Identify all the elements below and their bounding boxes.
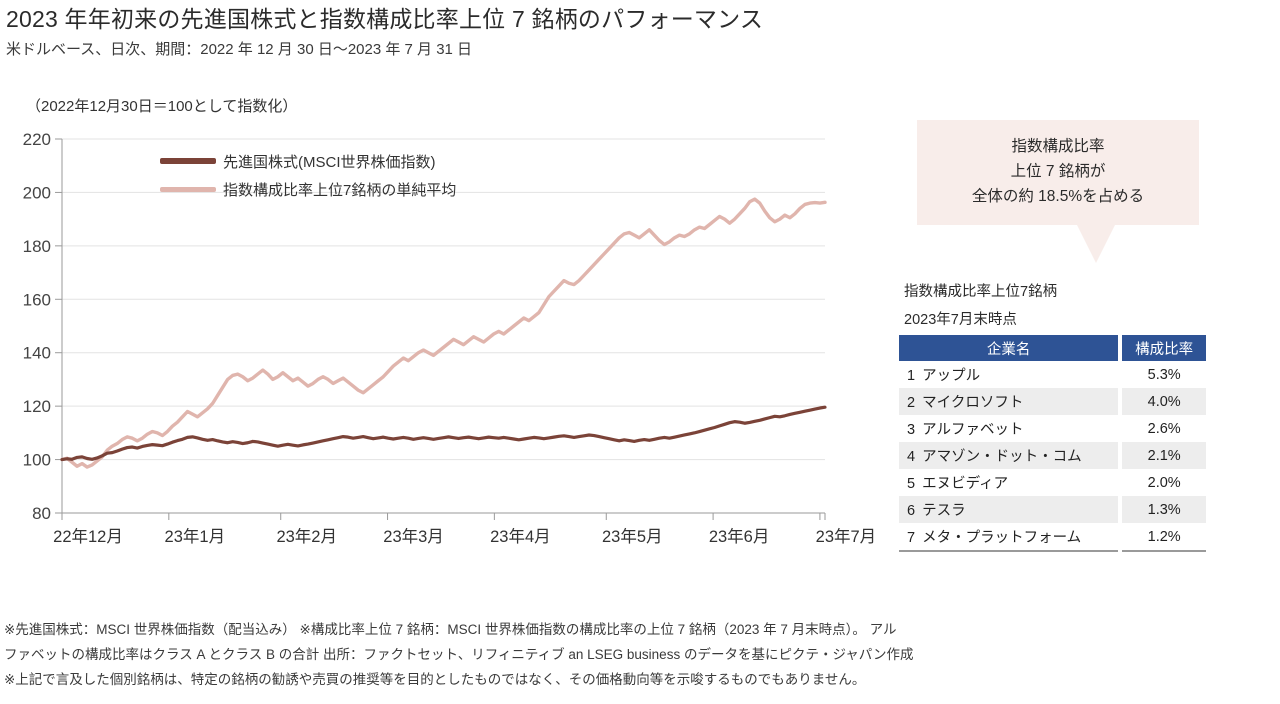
cell-rank: 6 — [907, 503, 916, 519]
svg-text:23年5月: 23年5月 — [602, 527, 663, 546]
cell-weight-pct: 2.1% — [1122, 442, 1206, 469]
table-caption-primary: 指数構成比率上位7銘柄 — [904, 284, 1058, 300]
svg-text:23年7月: 23年7月 — [816, 527, 877, 546]
cell-company-name: 6 テスラ — [899, 496, 1119, 523]
callout-line-2: 上位 7 銘柄が — [1010, 163, 1106, 180]
table-row: 7 メタ・プラットフォーム 1.2% — [899, 523, 1206, 552]
callout-pointer — [1077, 225, 1115, 263]
svg-text:23年6月: 23年6月 — [709, 527, 770, 546]
header: 2023 年年初来の先進国株式と指数構成比率上位 7 銘柄のパフォーマンス 米ド… — [6, 4, 1206, 61]
column-header-weight: 構成比率 — [1122, 335, 1206, 361]
svg-text:23年4月: 23年4月 — [490, 527, 551, 546]
svg-text:23年1月: 23年1月 — [165, 527, 226, 546]
callout-box: 指数構成比率 上位 7 銘柄が 全体の約 18.5%を占める — [917, 120, 1199, 263]
svg-text:180: 180 — [23, 237, 51, 256]
axis-unit-label: （2022年12月30日＝100として指数化） — [26, 98, 298, 115]
cell-weight-pct: 2.6% — [1147, 420, 1181, 437]
legend-item-developed-equities: 先進国株式(MSCI世界株価指数) — [160, 147, 456, 175]
cell-rank: 2 — [907, 395, 916, 411]
cell-company-name: 2 マイクロソフト — [899, 388, 1119, 415]
cell-company-name: 5 エヌビディア — [907, 476, 1009, 492]
callout-line-3: 全体の約 18.5%を占める — [971, 188, 1145, 205]
footnote-line-3: ※上記で言及した個別銘柄は、特定の銘柄の勧誘や売買の推奨等を目的としたものではな… — [4, 672, 866, 687]
cell-weight-pct: 4.0% — [1122, 388, 1206, 415]
legend-label-developed-equities: 先進国株式(MSCI世界株価指数) — [223, 153, 436, 171]
cell-company-name: 4 アマゾン・ドット・コム — [899, 442, 1119, 469]
svg-text:120: 120 — [23, 397, 51, 416]
chart-container: （2022年12月30日＝100として指数化） 80 100 120 140 160 18… — [0, 95, 880, 565]
footnote-line-2: ファベットの構成比率はクラス A とクラス B の合計 出所：ファクトセット、リ… — [4, 647, 914, 662]
svg-text:160: 160 — [23, 290, 51, 309]
svg-text:140: 140 — [23, 344, 51, 363]
cell-rank: 1 — [907, 368, 916, 384]
table-row: 3 アルファベット 2.6% — [899, 415, 1206, 442]
column-header-company: 企業名 — [899, 335, 1119, 361]
legend-label-top7-average: 指数構成比率上位7銘柄の単純平均 — [223, 181, 457, 199]
legend-swatch-top7-average — [160, 186, 216, 192]
svg-text:23年2月: 23年2月 — [276, 527, 337, 546]
table-caption-date: 2023年7月末時点 — [904, 312, 1017, 328]
cell-company-name: 7 メタ・プラットフォーム — [899, 523, 1119, 552]
page-title: 2023 年年初来の先進国株式と指数構成比率上位 7 銘柄のパフォーマンス — [6, 6, 764, 32]
cell-company-name: 1 アップル — [907, 368, 981, 384]
chart-legend: 先進国株式(MSCI世界株価指数) 指数構成比率上位7銘柄の単純平均 — [160, 147, 456, 203]
table-row: 6 テスラ 1.3% — [899, 496, 1206, 523]
svg-text:100: 100 — [23, 451, 51, 470]
svg-text:220: 220 — [23, 130, 51, 149]
cell-weight-pct: 5.3% — [1147, 366, 1181, 383]
table-row: 5 エヌビディア 2.0% — [899, 469, 1206, 496]
cell-rank: 4 — [907, 449, 916, 465]
holdings-table: 企業名 構成比率 1 アップル 5.3% 2 マイクロソフト 4.0% 3 アルファベッ… — [895, 335, 1210, 552]
svg-text:22年12月: 22年12月 — [53, 527, 123, 546]
right-column: 指数構成比率 上位 7 銘柄が 全体の約 18.5%を占める 指数構成比率上位7… — [895, 120, 1210, 552]
table-row: 4 アマゾン・ドット・コム 2.1% — [899, 442, 1206, 469]
table-row: 2 マイクロソフト 4.0% — [899, 388, 1206, 415]
footnotes: ※先進国株式：MSCI 世界株価指数（配当込み） ※構成比率上位 7 銘柄：MS… — [4, 617, 1276, 692]
cell-rank: 5 — [907, 476, 916, 492]
table-row: 1 アップル 5.3% — [899, 361, 1206, 388]
cell-weight-pct: 1.2% — [1122, 523, 1206, 552]
svg-text:200: 200 — [23, 183, 51, 202]
holdings-table-body: 1 アップル 5.3% 2 マイクロソフト 4.0% 3 アルファベット 2.6% 4 アマ… — [899, 361, 1206, 552]
line-chart-svg: 80 100 120 140 160 180 200 220 22年12月 23年1月 23年2月 2… — [23, 130, 877, 546]
cell-rank: 3 — [907, 422, 916, 438]
legend-item-top7-average: 指数構成比率上位7銘柄の単純平均 — [160, 175, 456, 203]
svg-text:80: 80 — [32, 504, 51, 523]
page-subtitle: 米ドルベース、日次、期間：2022 年 12 月 30 日〜2023 年 7 月… — [6, 41, 473, 58]
callout-line-1: 指数構成比率 — [1011, 138, 1105, 155]
holdings-table-head: 企業名 構成比率 — [899, 335, 1206, 361]
plot-area: 80 100 120 140 160 180 200 220 22年12月 23年1月 23年2月 2… — [0, 125, 880, 555]
cell-company-name: 3 アルファベット — [907, 422, 1024, 438]
cell-weight-pct: 1.3% — [1122, 496, 1206, 523]
footnote-line-1: ※先進国株式：MSCI 世界株価指数（配当込み） ※構成比率上位 7 銘柄：MS… — [4, 622, 897, 637]
legend-swatch-developed-equities — [160, 158, 216, 164]
table-header-row: 企業名 構成比率 — [899, 335, 1206, 361]
cell-rank: 7 — [907, 530, 916, 546]
svg-text:23年3月: 23年3月 — [383, 527, 444, 546]
cell-weight-pct: 2.0% — [1147, 474, 1181, 491]
